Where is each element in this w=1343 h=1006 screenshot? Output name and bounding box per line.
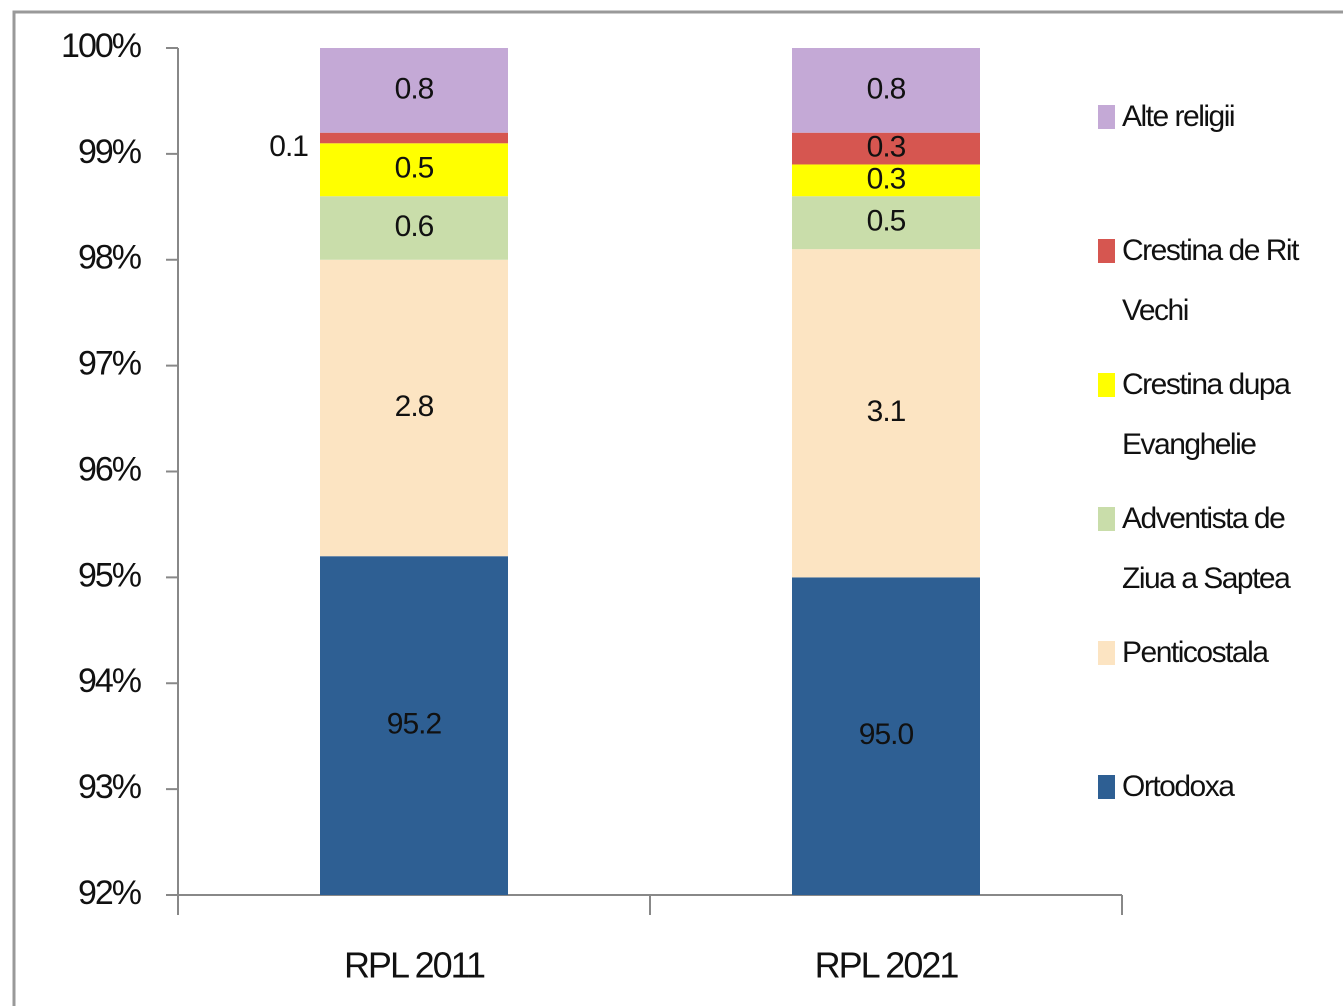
data-label: 0.3 xyxy=(867,162,906,195)
legend-label: Crestina de Rit Vechi xyxy=(1122,234,1299,327)
legend-label: Crestina dupa Evanghelie xyxy=(1122,368,1291,461)
legend-label: Ortodoxa xyxy=(1122,770,1235,803)
data-label: 0.8 xyxy=(395,72,434,105)
bar-segment xyxy=(320,132,508,144)
bar-segment xyxy=(320,196,508,260)
data-label: 0.3 xyxy=(867,131,906,164)
legend-entry: Crestina dupa Evanghelie xyxy=(1098,355,1338,475)
bar-segment xyxy=(792,196,980,250)
data-label: 0.1 xyxy=(269,130,308,163)
legend-label: Alte religii xyxy=(1122,100,1236,133)
y-tick-label: 98% xyxy=(78,239,142,277)
legend-swatch xyxy=(1098,373,1115,397)
legend-entry: Penticostala xyxy=(1098,623,1338,683)
legend-entry: Adventista de Ziua a Saptea xyxy=(1098,489,1338,609)
bar-segment xyxy=(792,48,980,133)
bar-segment xyxy=(320,556,508,895)
data-label: 0.5 xyxy=(395,152,434,185)
y-tick-label: 92% xyxy=(78,874,142,912)
y-tick-label: 97% xyxy=(78,345,142,383)
y-tick-label: 93% xyxy=(78,768,142,806)
legend-swatch xyxy=(1098,105,1115,129)
legend-label: Adventista de Ziua a Saptea xyxy=(1122,502,1291,595)
bar-segment xyxy=(792,249,980,578)
frame xyxy=(12,10,1343,1006)
legend-entry: Crestina de Rit Vechi xyxy=(1098,221,1338,341)
data-label: 95.2 xyxy=(387,708,442,741)
data-label: 0.8 xyxy=(867,72,906,105)
legend-entry: Alte religii xyxy=(1098,87,1338,147)
bar-segment xyxy=(792,132,980,165)
x-tick-label: RPL 2021 xyxy=(815,945,959,986)
bar-segment xyxy=(792,577,980,895)
data-label: 0.5 xyxy=(867,205,906,238)
data-label: 3.1 xyxy=(867,395,906,428)
data-label: 2.8 xyxy=(395,390,434,423)
data-label: 95.0 xyxy=(859,718,914,751)
bar-segment xyxy=(320,143,508,197)
bar-segment xyxy=(320,48,508,133)
legend-swatch xyxy=(1098,641,1115,665)
legend-swatch xyxy=(1098,239,1115,263)
bar-segment xyxy=(320,259,508,557)
y-tick-label: 96% xyxy=(78,450,142,488)
y-tick-label: 94% xyxy=(78,662,142,700)
legend-entry: Ortodoxa xyxy=(1098,757,1338,817)
legend-swatch xyxy=(1098,775,1115,799)
x-tick-label: RPL 2011 xyxy=(344,945,485,986)
bar-segment xyxy=(792,164,980,197)
data-label: 0.6 xyxy=(395,210,434,243)
y-tick-label: 99% xyxy=(78,133,142,171)
y-tick-label: 100% xyxy=(61,27,142,65)
y-tick-label: 95% xyxy=(78,556,142,594)
legend-label: Penticostala xyxy=(1122,636,1269,669)
legend-swatch xyxy=(1098,507,1115,531)
